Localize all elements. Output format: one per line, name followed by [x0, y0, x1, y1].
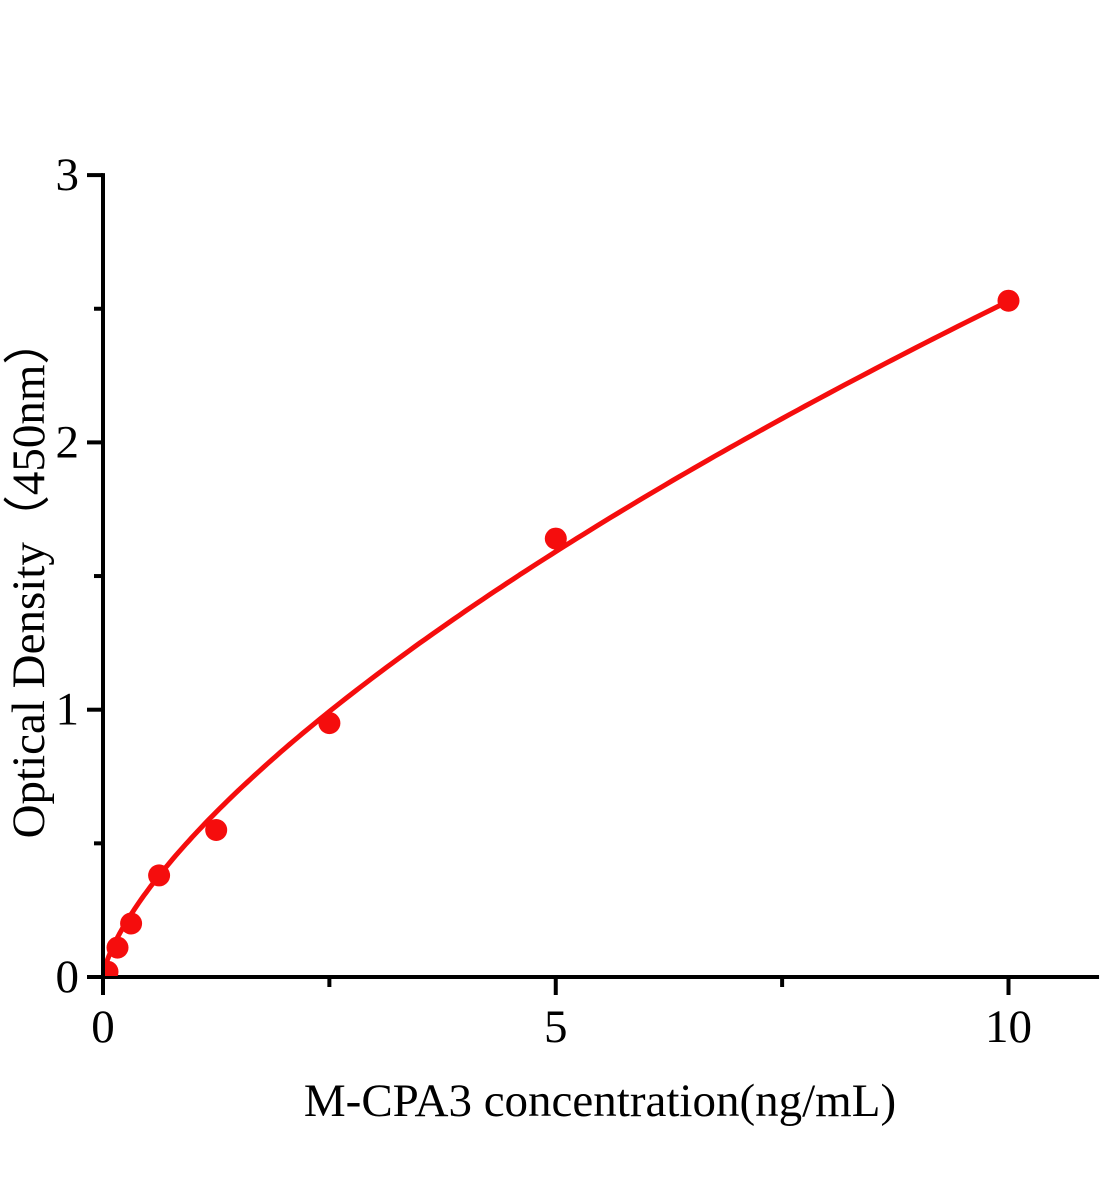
x-tick-label-0: 0 — [91, 1001, 115, 1053]
data-point-7 — [997, 289, 1020, 312]
data-point-3 — [148, 864, 171, 887]
scatter-points — [105, 289, 1020, 976]
data-point-2 — [120, 912, 143, 935]
x-tick-label-2: 10 — [985, 1001, 1032, 1053]
data-point-0 — [105, 960, 119, 976]
data-point-1 — [106, 936, 129, 959]
axes-layer — [101, 173, 1100, 979]
y-tick-label-1: 1 — [56, 684, 80, 736]
y-axis-title: Optical Density（450nm） — [3, 318, 55, 839]
data-layer — [105, 289, 1020, 976]
x-axis-title: M-CPA3 concentration(ng/mL) — [304, 1075, 896, 1127]
data-point-4 — [205, 819, 228, 841]
data-point-6 — [544, 527, 567, 550]
tick-label-layer: 0 5 10 0 1 2 3 — [56, 149, 1033, 1053]
x-tick-label-1: 5 — [544, 1001, 568, 1053]
y-tick-label-3: 3 — [56, 149, 80, 201]
fit-curve-line — [105, 298, 1011, 976]
y-tick-label-2: 2 — [56, 416, 80, 468]
data-point-5 — [318, 712, 341, 735]
tick-layer — [87, 173, 1011, 995]
y-tick-label-0: 0 — [56, 951, 80, 1003]
